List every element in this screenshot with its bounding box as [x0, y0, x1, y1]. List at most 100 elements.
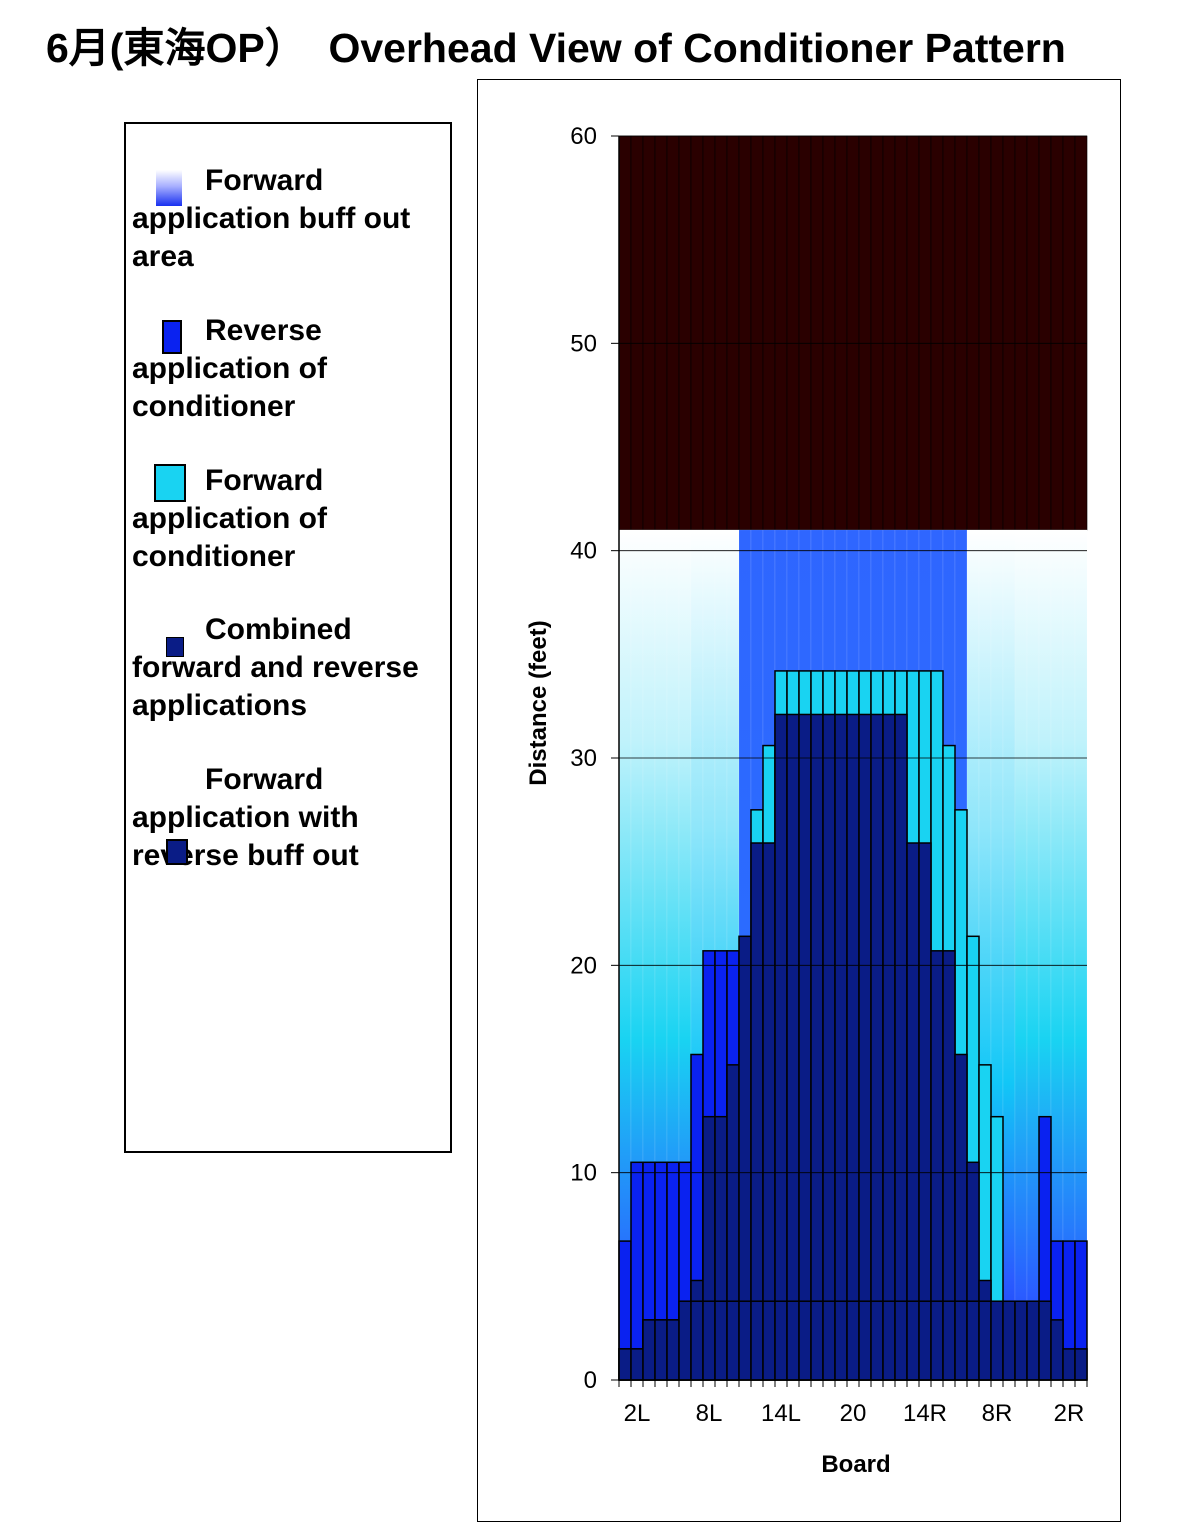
- chart-area: 0 10 20 30 40 50 60 2L 8L 14L 20 14R 8R 2R Board Distan…: [477, 79, 1121, 1522]
- pin-deck-bar: [1038, 135, 1052, 531]
- x-tick-label: 8L: [696, 1400, 723, 1427]
- x-tick-label: 14L: [761, 1400, 801, 1427]
- legend-swatch-buff-out: [156, 170, 182, 206]
- x-axis-title: Board: [821, 1451, 890, 1478]
- combined-bar: [978, 1300, 992, 1381]
- combined-bar: [858, 1300, 872, 1381]
- reverse-bar: [630, 1161, 644, 1381]
- legend-label-buff-out: Forward application buff out area: [132, 164, 411, 273]
- combined-bar: [966, 1300, 980, 1381]
- pin-deck-bar: [870, 135, 884, 531]
- pin-deck-bar: [786, 135, 800, 531]
- legend-swatch-forward: [154, 464, 186, 502]
- y-tick-label: 60: [570, 123, 597, 150]
- pin-deck-bar: [822, 135, 836, 531]
- legend-swatch-combined: [166, 637, 184, 657]
- combined-bar: [894, 1300, 908, 1381]
- combined-bar: [930, 1300, 944, 1381]
- pin-deck-bar: [642, 135, 656, 531]
- legend-swatch-forward-reverse-buff: [166, 839, 188, 865]
- combined-bar: [654, 1319, 668, 1381]
- forward-reverse-buff-bar: [894, 713, 908, 1381]
- combined-bar: [846, 1300, 860, 1381]
- pin-deck-bar: [1074, 135, 1088, 531]
- combined-bar: [1026, 1300, 1040, 1381]
- forward-reverse-buff-bar: [918, 842, 932, 1381]
- buff-out-bar: [1026, 529, 1040, 1381]
- combined-bar: [918, 1300, 932, 1381]
- pin-deck-bar: [906, 135, 920, 531]
- pin-deck-bar: [630, 135, 644, 531]
- combined-bar: [738, 1300, 752, 1381]
- forward-reverse-buff-bar: [750, 842, 764, 1381]
- forward-reverse-buff-bar: [810, 713, 824, 1381]
- pin-deck-bar: [798, 135, 812, 531]
- pin-deck-bar: [738, 135, 752, 531]
- combined-bar: [666, 1319, 680, 1381]
- combined-bar: [810, 1300, 824, 1381]
- x-tick-label: 20: [840, 1400, 867, 1427]
- legend-item-buff-out: Forward application buff out area: [132, 162, 450, 276]
- legend-label-forward: Forward application of conditioner: [132, 464, 327, 573]
- forward-reverse-buff-bar: [906, 842, 920, 1381]
- legend-swatch-reverse: [162, 320, 182, 354]
- combined-bar: [1038, 1300, 1052, 1381]
- forward-reverse-buff-bar: [834, 713, 848, 1381]
- forward-reverse-buff-bar: [774, 713, 788, 1381]
- combined-bar: [630, 1348, 644, 1381]
- legend-item-combined: Combined forward and reverse application…: [132, 611, 450, 725]
- pin-deck-bar: [618, 135, 632, 531]
- page-title: 6月(東海OP） Overhead View of Conditioner Pa…: [46, 25, 1066, 71]
- combined-bar: [1002, 1300, 1016, 1381]
- combined-bar: [702, 1300, 716, 1381]
- combined-bar: [942, 1300, 956, 1381]
- combined-bar: [990, 1300, 1004, 1381]
- pin-deck-bar: [726, 135, 740, 531]
- pin-deck-bar: [810, 135, 824, 531]
- y-tick-label: 0: [584, 1367, 597, 1394]
- buff-out-bar: [1002, 529, 1016, 1381]
- pin-deck-bar: [1062, 135, 1076, 531]
- combined-bar: [762, 1300, 776, 1381]
- pin-deck-bar: [942, 135, 956, 531]
- x-tick-label: 14R: [903, 1400, 947, 1427]
- combined-bar: [870, 1300, 884, 1381]
- pin-deck-bar: [1026, 135, 1040, 531]
- pin-deck-bar: [846, 135, 860, 531]
- forward-reverse-buff-bar: [858, 713, 872, 1381]
- combined-bar: [750, 1300, 764, 1381]
- forward-reverse-buff-bar: [798, 713, 812, 1381]
- x-tick-label: 2L: [624, 1400, 651, 1427]
- buff-out-bar: [1014, 529, 1028, 1381]
- pin-deck-bar: [978, 135, 992, 531]
- legend-label-combined: Combined forward and reverse application…: [132, 613, 419, 722]
- pin-deck-bar: [858, 135, 872, 531]
- combined-bar: [618, 1348, 632, 1381]
- pin-deck-bar: [834, 135, 848, 531]
- pin-deck-bar: [966, 135, 980, 531]
- y-tick-label: 30: [570, 745, 597, 772]
- chart-svg: 0 10 20 30 40 50 60 2L 8L 14L 20 14R 8R 2R Board Distan…: [525, 123, 1088, 1478]
- pin-deck-bar: [762, 135, 776, 531]
- pin-deck-bar: [1050, 135, 1064, 531]
- combined-bar: [906, 1300, 920, 1381]
- combined-bar: [786, 1300, 800, 1381]
- combined-bar: [678, 1300, 692, 1381]
- legend-item-forward: Forward application of conditioner: [132, 462, 450, 576]
- pin-deck-bar: [894, 135, 908, 531]
- x-tick-label: 8R: [982, 1400, 1013, 1427]
- legend-item-reverse: Reverse application of conditioner: [132, 312, 450, 426]
- combined-bar: [1014, 1300, 1028, 1381]
- pin-deck-bar: [954, 135, 968, 531]
- pin-deck-bar: [666, 135, 680, 531]
- combined-bar: [822, 1300, 836, 1381]
- y-tick-label: 20: [570, 952, 597, 979]
- pin-deck-bar: [654, 135, 668, 531]
- pin-deck-bar: [1002, 135, 1016, 531]
- legend-label-reverse: Reverse application of conditioner: [132, 314, 327, 423]
- combined-bar: [690, 1300, 704, 1381]
- y-tick-label: 10: [570, 1160, 597, 1187]
- pin-deck-bar: [714, 135, 728, 531]
- forward-reverse-buff-bar: [822, 713, 836, 1381]
- forward-reverse-buff-bar: [786, 713, 800, 1381]
